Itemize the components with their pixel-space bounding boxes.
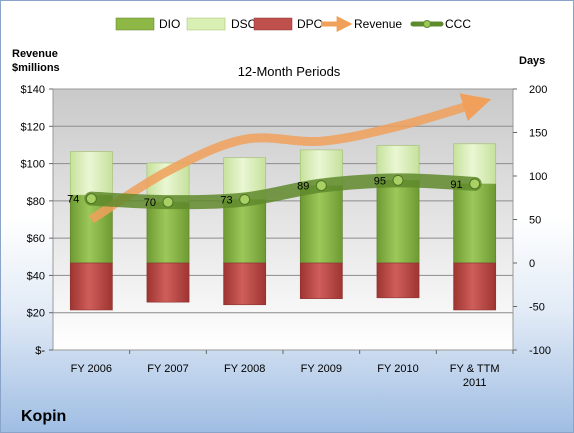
legend-marker-ccc xyxy=(423,20,431,28)
bar-dpo xyxy=(376,262,420,299)
ccc-point xyxy=(315,180,327,192)
right-axis-title: Days xyxy=(519,55,545,67)
data-labels: 74 70 73 89 95 91 xyxy=(67,175,463,209)
bar-dpo xyxy=(146,262,190,303)
ccc-data-label: 91 xyxy=(450,179,462,191)
category-label: FY 2006 xyxy=(71,363,112,375)
ccc-data-label: 70 xyxy=(144,197,156,209)
bar-dpo xyxy=(453,262,497,311)
left-tick-label: $40 xyxy=(27,270,45,282)
left-axis-title-line1: Revenue xyxy=(12,48,58,60)
ccc-point xyxy=(239,193,251,205)
lines xyxy=(84,93,492,224)
legend-label-dso: DSO xyxy=(231,17,257,31)
category-label: FY 2010 xyxy=(377,363,418,375)
legend: DIO DSO DPO Revenue CCC xyxy=(115,15,471,33)
ccc-data-label: 89 xyxy=(297,181,309,193)
right-tick-label: -50 xyxy=(529,302,545,314)
left-tick-label: $120 xyxy=(21,121,45,133)
legend-swatch-dio xyxy=(115,17,155,31)
right-tick-label: -100 xyxy=(529,345,551,357)
ccc-point xyxy=(85,193,97,205)
bar-dio xyxy=(223,199,267,264)
category-label: FY 2007 xyxy=(147,363,188,375)
bar-dpo xyxy=(299,262,343,299)
right-tick-label: 150 xyxy=(529,128,547,140)
chart-title: 12-Month Periods xyxy=(238,64,341,79)
right-tick-label: 50 xyxy=(529,215,541,227)
left-axis-title: Revenue $millions xyxy=(12,48,61,74)
category-label: FY 2008 xyxy=(224,363,265,375)
left-tick-label: $20 xyxy=(27,308,45,320)
plot-area xyxy=(52,88,514,351)
ccc-point xyxy=(162,196,174,208)
ccc-data-label: 73 xyxy=(220,194,232,206)
company-name: Kopin xyxy=(21,408,66,425)
bar-dpo xyxy=(223,262,267,306)
legend-label-dio: DIO xyxy=(159,17,180,31)
legend-label-dpo: DPO xyxy=(297,17,323,31)
right-tick-label: 200 xyxy=(529,84,547,96)
right-tick-label: 100 xyxy=(529,171,547,183)
bar-dio xyxy=(146,201,190,264)
category-label: FY 2009 xyxy=(301,363,342,375)
ccc-data-label: 74 xyxy=(67,194,79,206)
revenue-line xyxy=(88,93,492,224)
legend-label-ccc: CCC xyxy=(445,17,471,31)
left-tick-label: $- xyxy=(35,345,45,357)
legend-swatch-dpo xyxy=(253,17,293,31)
bars xyxy=(69,143,497,311)
right-tick-label: 0 xyxy=(529,258,535,270)
bar-dio xyxy=(453,183,497,264)
category-label: 2011 xyxy=(463,377,487,389)
left-tick-label: $60 xyxy=(27,233,45,245)
category-label: FY & TTM xyxy=(450,363,500,375)
legend-label-revenue: Revenue xyxy=(354,17,402,31)
ccc-point xyxy=(469,178,481,190)
left-tick-label: $140 xyxy=(21,84,45,96)
ccc-line xyxy=(84,173,482,210)
left-axis-title-line2: $millions xyxy=(12,62,60,74)
ccc-data-label: 95 xyxy=(374,175,386,187)
ccc-point xyxy=(392,174,404,186)
axes: $- $20 $40 $60 $80 $100 $120 $140 -100 -50 0 50 100 1… xyxy=(21,84,552,389)
left-tick-label: $100 xyxy=(21,159,45,171)
legend-swatch-dso xyxy=(186,17,226,31)
bar-dpo xyxy=(69,262,113,311)
bar-dso xyxy=(69,151,113,196)
bar-dio xyxy=(299,185,343,264)
left-tick-label: $80 xyxy=(27,196,45,208)
bar-dio xyxy=(376,180,420,264)
